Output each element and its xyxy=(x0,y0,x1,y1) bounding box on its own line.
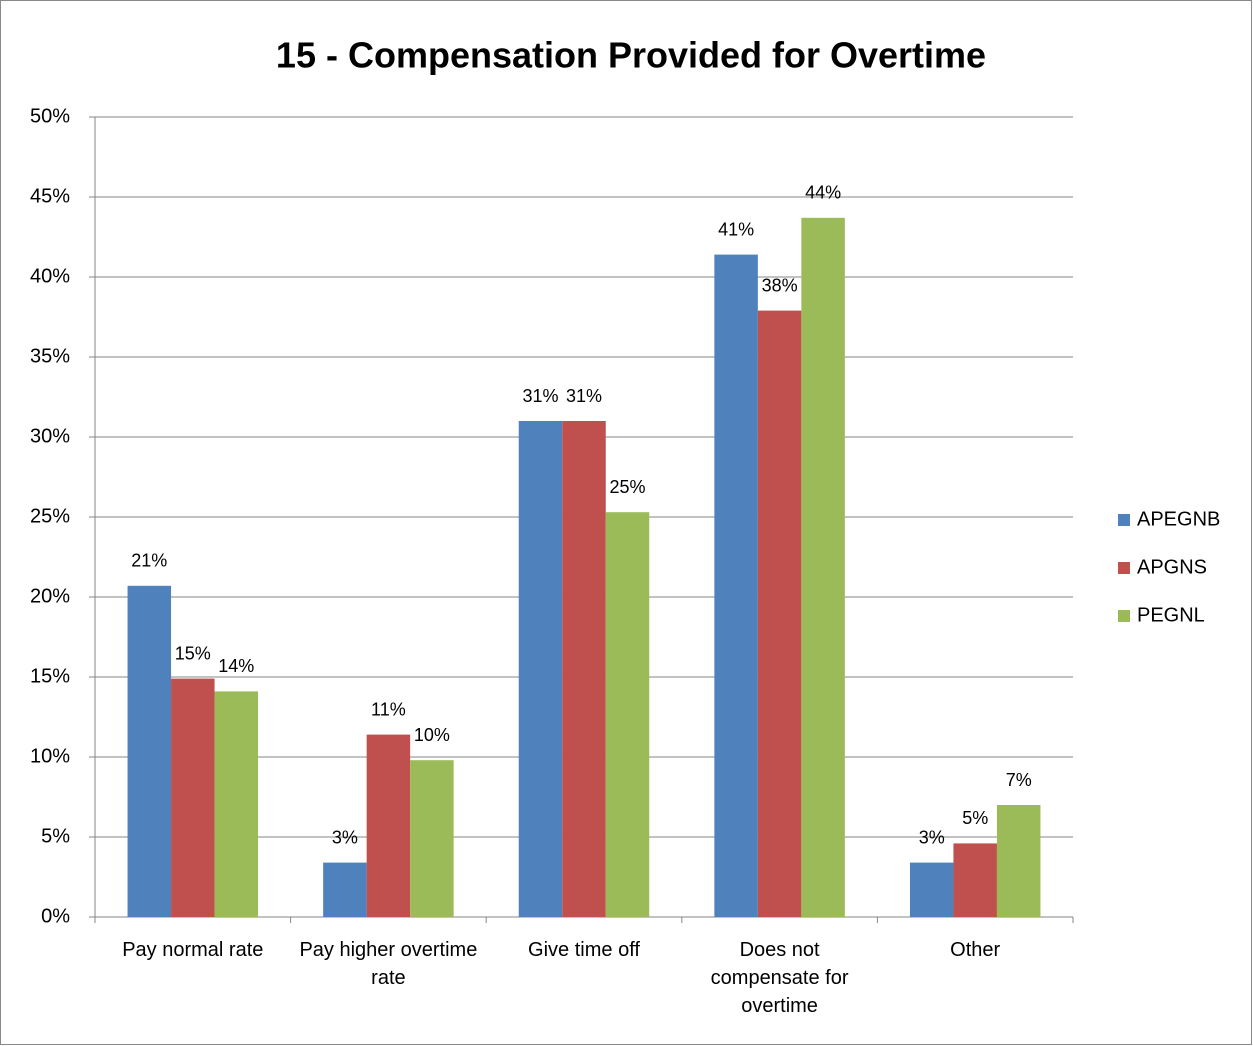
x-tick-label: Give time off xyxy=(528,939,640,961)
y-tick-label: 35% xyxy=(30,345,70,367)
value-label: 31% xyxy=(566,386,602,406)
value-label: 14% xyxy=(218,656,254,676)
legend-label: APGNS xyxy=(1137,556,1207,578)
bar xyxy=(757,310,802,918)
bar xyxy=(127,585,172,917)
x-tick-label: Pay higher overtime rate xyxy=(299,939,478,989)
bar xyxy=(953,843,997,917)
value-label: 5% xyxy=(962,808,988,828)
y-tick-label: 10% xyxy=(30,745,70,767)
chart-title: 15 - Compensation Provided for Overtime xyxy=(276,35,986,76)
bar xyxy=(605,512,650,917)
legend-label: PEGNL xyxy=(1137,604,1205,626)
value-label: 7% xyxy=(1006,770,1032,790)
legend-swatch xyxy=(1118,610,1130,622)
y-tick-label: 20% xyxy=(30,585,70,607)
legend-label: APEGNB xyxy=(1137,508,1220,530)
y-tick-label: 25% xyxy=(30,505,70,527)
value-label: 25% xyxy=(609,477,645,497)
y-tick-label: 45% xyxy=(30,185,70,207)
value-label: 3% xyxy=(332,827,358,847)
value-label: 31% xyxy=(522,386,558,406)
value-label: 41% xyxy=(718,219,754,239)
y-tick-label: 15% xyxy=(30,665,70,687)
x-tick-label: Pay normal rate xyxy=(122,939,264,961)
bar xyxy=(562,421,606,917)
value-label: 44% xyxy=(805,183,841,203)
bar xyxy=(518,421,563,917)
legend-swatch xyxy=(1118,562,1130,574)
bar xyxy=(410,760,454,917)
bar xyxy=(366,734,411,917)
value-label: 38% xyxy=(762,275,798,295)
x-tick-label: Other xyxy=(950,939,1001,961)
y-tick-label: 5% xyxy=(41,825,70,847)
value-label: 3% xyxy=(919,827,945,847)
y-tick-label: 40% xyxy=(30,265,70,287)
x-tick-label: Does not compensate for overtime xyxy=(710,939,849,1017)
bar xyxy=(996,805,1041,917)
bar xyxy=(909,862,954,917)
value-label: 15% xyxy=(175,643,211,663)
value-label: 10% xyxy=(414,725,450,745)
value-label: 11% xyxy=(371,699,406,719)
value-label: 21% xyxy=(131,551,167,571)
bar xyxy=(171,678,215,917)
y-tick-label: 30% xyxy=(30,425,70,447)
legend-swatch xyxy=(1118,514,1130,526)
bar xyxy=(323,862,367,917)
bar xyxy=(214,691,259,917)
y-tick-label: 0% xyxy=(41,905,70,927)
bar xyxy=(714,254,758,918)
bar xyxy=(801,217,845,918)
y-tick-label: 50% xyxy=(30,105,70,127)
